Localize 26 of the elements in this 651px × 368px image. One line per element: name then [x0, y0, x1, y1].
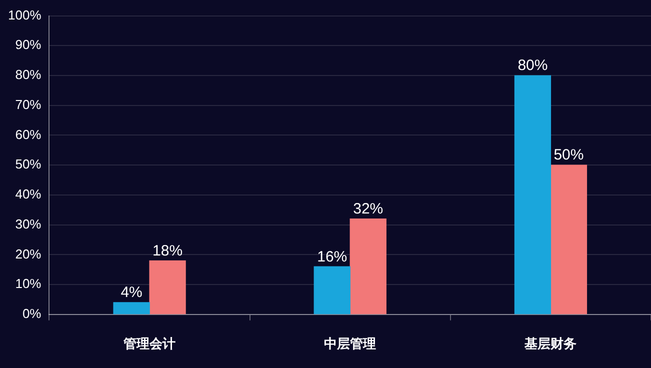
data-label: 80% — [518, 57, 548, 74]
data-label: 16% — [317, 248, 348, 266]
x-tick-label: 中层管理 — [324, 336, 376, 351]
bar — [314, 266, 350, 314]
bar — [550, 164, 588, 314]
x-tick-label: 管理会计 — [122, 336, 176, 351]
bar — [149, 260, 186, 314]
data-label: 32% — [353, 200, 384, 218]
y-tick-label: 90% — [15, 37, 42, 52]
y-tick-label: 80% — [15, 67, 42, 82]
y-tick-label: 70% — [15, 96, 42, 112]
bar — [113, 302, 150, 314]
x-tick-label: 基层财务 — [524, 336, 577, 351]
y-tick-label: 30% — [15, 216, 42, 232]
bar — [514, 75, 552, 314]
y-tick-label: 0% — [22, 306, 42, 321]
bar — [350, 218, 386, 314]
y-tick-label: 50% — [15, 156, 42, 172]
y-tick-label: 100% — [8, 7, 42, 22]
y-tick-label: 60% — [15, 126, 42, 142]
data-label: 50% — [554, 146, 584, 164]
y-tick-label: 20% — [15, 246, 42, 262]
data-label: 4% — [120, 284, 142, 302]
y-tick-label: 10% — [15, 276, 42, 292]
y-tick-label: 40% — [15, 186, 42, 202]
data-label: 18% — [152, 242, 183, 260]
